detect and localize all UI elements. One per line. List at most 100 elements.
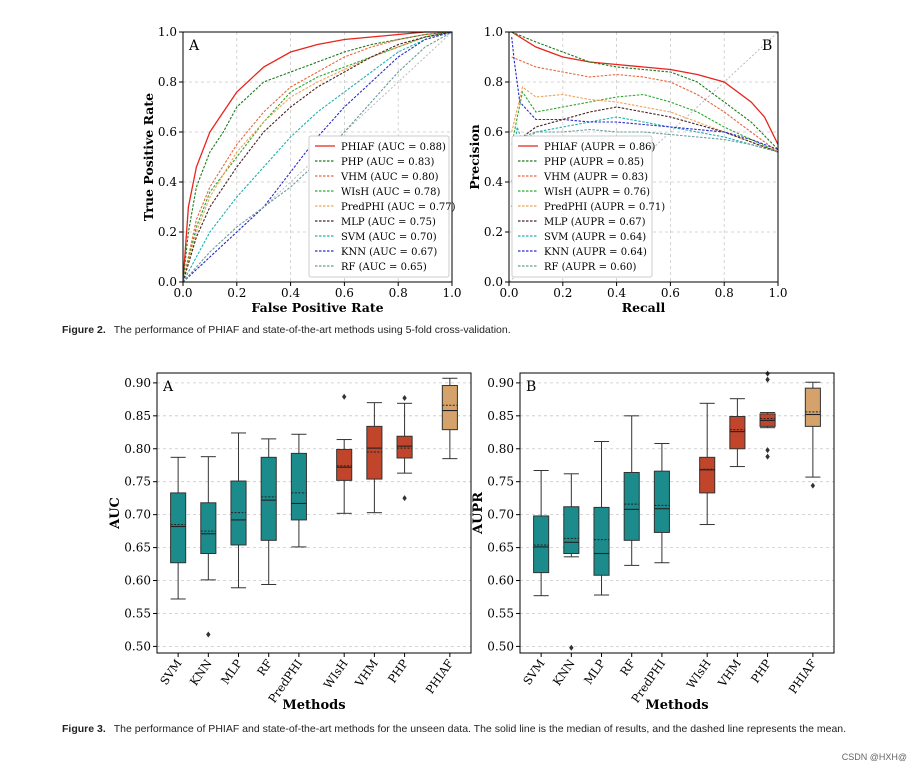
panel-label: A (188, 38, 200, 54)
y-axis-label: AUC (108, 497, 123, 530)
legend-label: VHM (AUC = 0.80) (340, 172, 439, 183)
box-body (200, 502, 217, 555)
y-tick-label: 0.8 (158, 75, 177, 89)
legend-label: SVM (AUPR = 0.64) (544, 232, 646, 243)
box-body (593, 506, 610, 576)
series-line (511, 128, 779, 153)
x-tick-label: SVM (157, 657, 185, 688)
x-tick-label: WIsH (684, 657, 714, 691)
box-svm (533, 470, 550, 597)
series-line (182, 31, 453, 283)
y-tick-label: 0.6 (158, 125, 177, 139)
legend: PHIAF (AUPR = 0.86) PHP (AUPR = 0.85) VHM … (511, 135, 665, 278)
legend-label: KNN (AUC = 0.67) (341, 247, 437, 258)
outlier-marker (765, 376, 770, 383)
box-body (170, 492, 187, 564)
box-body (366, 425, 383, 480)
watermark: CSDN @HXH@ (841, 752, 907, 762)
x-tick-label: 0.6 (335, 286, 354, 300)
box-body (699, 456, 716, 494)
y-axis-label: Precision (467, 124, 482, 190)
y-tick-label: 0.65 (487, 541, 514, 555)
y-tick-label: 0.85 (487, 409, 514, 423)
y-tick-label: 0.0 (484, 275, 503, 289)
x-tick-label: 0.2 (227, 286, 246, 300)
y-tick-label: 0.50 (124, 639, 151, 653)
chart-roc: 0.0 0.2 0.4 0.6 0.8 1.0 0.0 0.2 0.4 0.6 0.8 1.0 Fals… (141, 25, 462, 315)
y-tick-label: 0.60 (487, 574, 514, 588)
box-knn (200, 456, 217, 638)
x-tick-label: 0.0 (499, 286, 518, 300)
y-tick-label: 0.55 (487, 606, 514, 620)
box-php (396, 395, 413, 502)
y-tick-label: 0.70 (487, 508, 514, 522)
x-tick-label: 0.6 (661, 286, 680, 300)
chart-pr: 0.0 0.2 0.4 0.6 0.8 1.0 0.0 0.2 0.4 0.6 0.8 1.0 Reca… (467, 25, 788, 315)
x-axis-label: False Positive Rate (251, 300, 383, 315)
legend-label: PHP (AUC = 0.83) (341, 157, 435, 168)
box-body (290, 452, 307, 521)
figure-2-caption: Figure 2. The performance of PHIAF and st… (62, 324, 511, 336)
x-tick-label: 0.4 (281, 286, 300, 300)
legend-label: KNN (AUPR = 0.64) (544, 247, 647, 258)
plot-frame (508, 31, 779, 283)
y-tick-label: 0.2 (158, 225, 177, 239)
x-tick-label: RF (254, 657, 275, 679)
legend-box (308, 135, 450, 278)
series-line (182, 31, 453, 283)
box-vhm (729, 398, 746, 468)
x-tick-label: 0.2 (553, 286, 572, 300)
x-tick-label: WIsH (321, 657, 351, 691)
panel-label: B (526, 379, 536, 395)
plot-frame (519, 372, 835, 654)
plot-frame (182, 31, 453, 283)
x-tick-label: MLP (218, 656, 245, 686)
box-phiaf (441, 377, 458, 460)
x-tick-label: PHP (748, 656, 774, 685)
box-knn (563, 473, 580, 651)
x-tick-label: VHM (715, 657, 744, 691)
x-tick-label: PHP (385, 656, 411, 685)
box-body (260, 456, 277, 541)
box-mlp (593, 441, 610, 596)
series-line (511, 31, 779, 150)
box-wish (699, 402, 716, 526)
legend-label: PHIAF (AUPR = 0.86) (544, 142, 656, 153)
outlier-marker (402, 495, 407, 502)
x-tick-label: 0.0 (173, 286, 192, 300)
y-tick-label: 0.90 (124, 376, 151, 390)
box-php (759, 370, 776, 460)
series-line (511, 106, 779, 208)
y-tick-label: 0.55 (124, 606, 151, 620)
y-tick-label: 0.70 (124, 508, 151, 522)
x-tick-label: MLP (581, 656, 608, 686)
legend-label: PredPHI (AUPR = 0.71) (544, 202, 665, 213)
legend-label: MLP (AUPR = 0.67) (544, 217, 646, 228)
series-line (511, 116, 779, 183)
box-rf (260, 438, 277, 585)
y-tick-label: 1.0 (158, 25, 177, 39)
y-tick-label: 0.6 (484, 125, 503, 139)
box-body (336, 448, 353, 481)
legend-label: RF (AUPR = 0.60) (544, 262, 636, 273)
box-body (729, 415, 746, 450)
legend-label: MLP (AUC = 0.75) (341, 217, 436, 228)
box-wish (336, 393, 353, 514)
box-rf (623, 415, 640, 566)
box-body (653, 470, 670, 533)
y-tick-label: 0.4 (484, 175, 503, 189)
y-tick-label: 0.8 (484, 75, 503, 89)
outlier-marker (206, 631, 211, 638)
box-predphi (290, 433, 307, 548)
x-tick-label: 1.0 (768, 286, 787, 300)
x-tick-label: VHM (352, 657, 381, 691)
box-predphi (653, 442, 670, 564)
x-axis-label: Methods (282, 698, 345, 713)
x-tick-label: 0.8 (389, 286, 408, 300)
box-body (623, 471, 640, 541)
x-axis-label: Recall (622, 300, 666, 315)
series-line (182, 31, 453, 283)
box-body (441, 385, 458, 431)
